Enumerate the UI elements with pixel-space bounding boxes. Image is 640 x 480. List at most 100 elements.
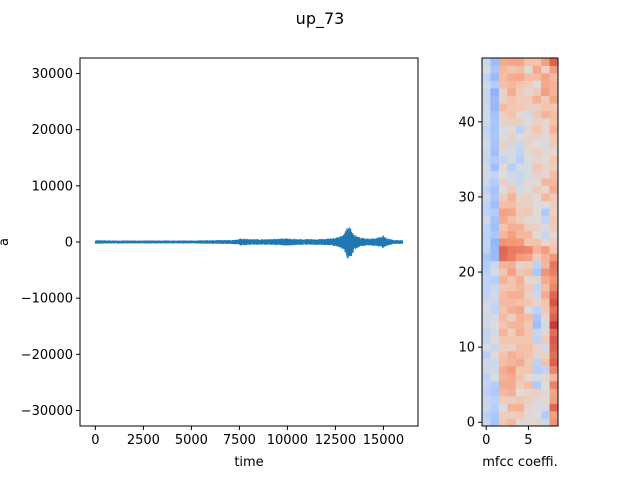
heatmap-cell — [482, 410, 491, 419]
heatmap-cell — [541, 118, 550, 126]
heatmap-cell — [482, 133, 491, 142]
heatmap-cell — [515, 380, 525, 389]
heatmap-cell — [541, 395, 550, 404]
heatmap-cell — [498, 418, 508, 427]
heatmap-cell — [549, 283, 559, 292]
heatmap-cell — [549, 373, 559, 382]
heatmap-cell — [532, 253, 542, 262]
heatmap-cell — [541, 418, 550, 427]
heatmap-cell — [498, 260, 508, 269]
heatmap-cell — [515, 178, 525, 187]
heatmap-cell — [541, 170, 550, 179]
heatmap-cell — [532, 118, 542, 126]
heatmap-cell — [532, 350, 542, 359]
waveform-x-tick-label: 7500 — [223, 433, 256, 448]
heatmap-cell — [490, 328, 500, 337]
heatmap-cell — [541, 95, 550, 104]
heatmap-cell — [524, 178, 534, 187]
heatmap-cell — [532, 313, 542, 322]
heatmap-cell — [507, 133, 517, 142]
heatmap-cell — [515, 350, 525, 359]
heatmap-cell — [490, 335, 500, 344]
heatmap-cell — [482, 230, 491, 239]
heatmap-cell — [524, 65, 534, 74]
heatmap-cell — [549, 88, 559, 96]
heatmap-cell — [482, 238, 491, 247]
heatmap-cell — [490, 125, 500, 134]
heatmap-cell — [532, 388, 542, 397]
heatmap-cell — [515, 238, 525, 247]
waveform-x-tick-label: 0 — [91, 433, 99, 448]
heatmap-cell — [515, 125, 525, 134]
heatmap-cell — [532, 170, 542, 179]
heatmap-cell — [549, 170, 559, 179]
heatmap-cell — [482, 215, 491, 224]
heatmap-cell — [541, 380, 550, 389]
heatmap-cell — [507, 268, 517, 277]
heatmap-cell — [498, 170, 508, 179]
heatmap-cell — [515, 148, 525, 157]
heatmap-cell — [549, 388, 559, 397]
heatmap-cell — [549, 365, 559, 374]
heatmap-cell — [532, 125, 542, 134]
heatmap-cell — [532, 185, 542, 194]
heatmap-cell — [498, 275, 508, 284]
heatmap-cell — [541, 290, 550, 299]
heatmap-cell — [515, 305, 525, 314]
heatmap-cell — [507, 343, 517, 352]
heatmap-cell — [549, 125, 559, 134]
heatmap-cell — [482, 148, 491, 157]
heatmap-cell — [524, 103, 534, 111]
heatmap-cell — [549, 260, 559, 269]
heatmap-cell — [490, 178, 500, 187]
heatmap-cell — [482, 155, 491, 164]
heatmap-cell — [541, 65, 550, 74]
heatmap-cell — [549, 290, 559, 299]
heatmap-cell — [532, 320, 542, 329]
heatmap-cell — [524, 230, 534, 239]
heatmap-cell — [515, 260, 525, 269]
heatmap-cell — [490, 403, 500, 412]
heatmap-cell — [490, 245, 500, 254]
heatmap-cell — [532, 65, 542, 74]
heatmap-cell — [490, 238, 500, 247]
heatmap-cell — [515, 313, 525, 322]
heatmap-cell — [524, 170, 534, 179]
heatmap-cell — [482, 403, 491, 412]
heatmap-cell — [549, 335, 559, 344]
waveform-y-tick-label: −20000 — [21, 348, 73, 363]
heatmap-cell — [490, 163, 500, 172]
heatmap-cell — [532, 230, 542, 239]
heatmap-cell — [524, 260, 534, 269]
heatmap-cell — [507, 305, 517, 314]
heatmap-cell — [549, 178, 559, 187]
heatmap-cell — [532, 140, 542, 149]
heatmap-cell — [524, 298, 534, 307]
heatmap-cell — [482, 253, 491, 262]
heatmap-cell — [490, 275, 500, 284]
heatmap-cell — [532, 290, 542, 299]
heatmap-cell — [498, 208, 508, 217]
heatmap-cell — [498, 200, 508, 209]
heatmap-cell — [549, 238, 559, 247]
heatmap-cell — [524, 358, 534, 367]
heatmap-cell — [498, 110, 508, 119]
heatmap-cell — [490, 73, 500, 81]
heatmap-cell — [515, 140, 525, 149]
heatmap-cell — [507, 320, 517, 329]
heatmap-cell — [549, 403, 559, 412]
heatmap-cell — [541, 350, 550, 359]
heatmap-cell — [490, 80, 500, 89]
heatmap-cell — [515, 298, 525, 307]
heatmap-cell — [498, 395, 508, 404]
heatmap-cell — [515, 80, 525, 89]
heatmap-cell — [549, 418, 559, 427]
heatmap-cell — [532, 193, 542, 202]
heatmap-cell — [515, 103, 525, 111]
heatmap-cell — [524, 133, 534, 142]
heatmap-cell — [524, 305, 534, 314]
heatmap-cell — [515, 395, 525, 404]
mfcc-y-ticks: 0 10 20 30 40 — [458, 115, 482, 431]
heatmap-cell — [482, 65, 491, 74]
